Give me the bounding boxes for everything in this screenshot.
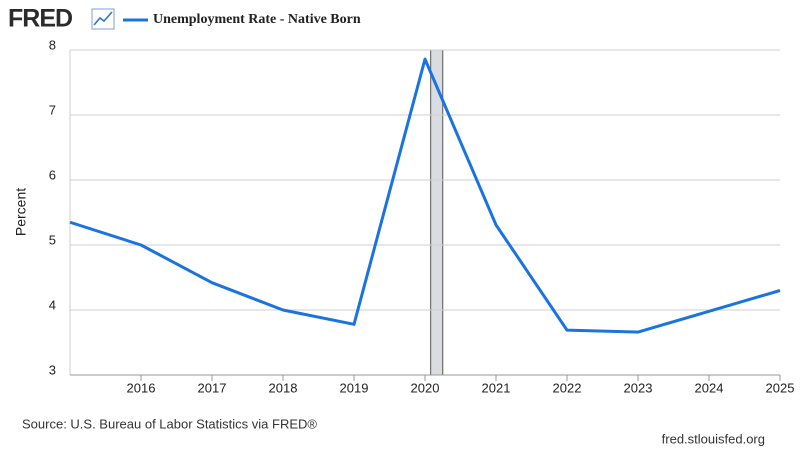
url: fred.stlouisfed.org [662, 431, 765, 446]
y-tick-label: 6 [49, 167, 56, 182]
y-tick-label: 8 [49, 37, 56, 52]
source: Source: U.S. Bureau of Labor Statistics … [22, 416, 317, 431]
series-line [69, 57, 781, 334]
x-tick-label: 2017 [198, 380, 227, 395]
x-tick-label: 2023 [624, 380, 653, 395]
x-tick-label: 2025 [766, 380, 795, 395]
y-axis-label: Percent [13, 188, 29, 236]
legend-label: Unemployment Rate - Native Born [153, 12, 361, 27]
x-tick-label: 2019 [340, 380, 369, 395]
y-tick-label: 5 [49, 232, 56, 247]
x-tick-label: 2016 [127, 380, 156, 395]
y-tick-label: 4 [49, 297, 56, 312]
x-tick-label: 2022 [553, 380, 582, 395]
logo: FRED [8, 5, 72, 33]
x-tick-label: 2018 [269, 380, 298, 395]
x-tick-label: 2024 [695, 380, 724, 395]
y-tick-label: 3 [49, 362, 56, 377]
logo-icon [91, 8, 115, 30]
y-tick-label: 7 [49, 102, 56, 117]
x-tick-label: 2021 [482, 380, 511, 395]
x-tick-label: 2020 [411, 380, 440, 395]
